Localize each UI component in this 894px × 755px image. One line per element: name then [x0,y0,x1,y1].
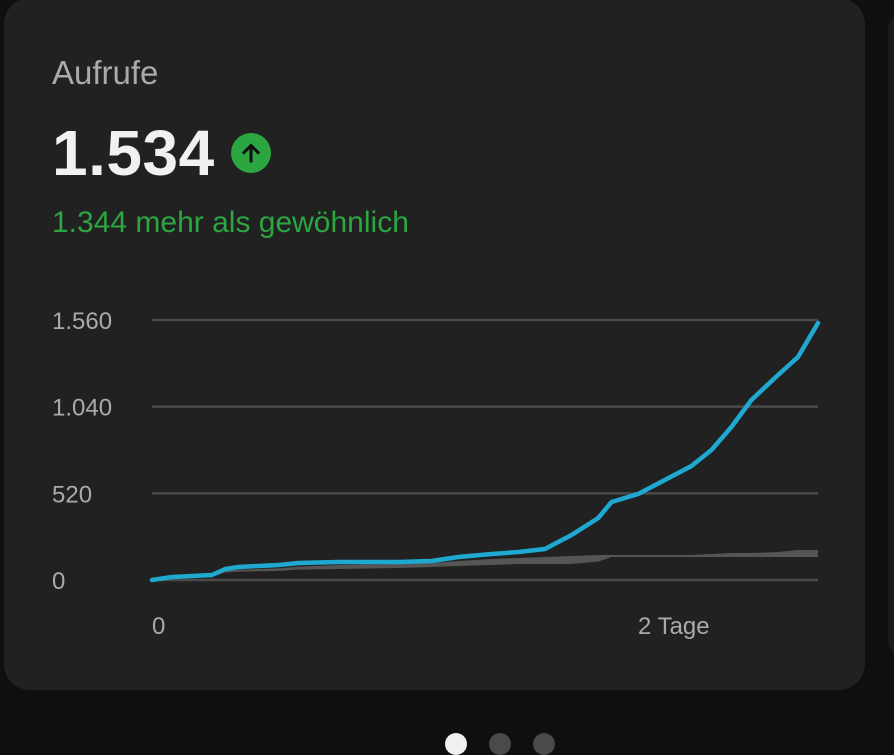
views-series-line [149,320,821,583]
page-dot-1[interactable] [445,733,467,755]
y-tick-label: 1.560 [52,308,112,335]
page-dot-3[interactable] [533,733,555,755]
card-title: Aufrufe [52,54,159,91]
arrow-up-circle-icon [230,133,271,173]
views-line-chart: 0 520 1.040 1.560 0 2 Tage [52,308,821,640]
next-card-peek[interactable] [888,10,894,660]
y-tick-label: 0 [52,568,65,595]
typical-range-band [152,550,818,580]
value-row: 1.534 [52,116,271,190]
page-dot-2[interactable] [489,733,511,755]
views-card[interactable]: Aufrufe 1.534 1.344 mehr als gewöhnlich [4,0,865,690]
y-tick-label: 1.040 [52,395,112,422]
y-tick-label: 520 [52,481,92,508]
x-tick-label: 2 Tage [638,613,710,640]
pagination-dots [445,733,555,755]
comparison-text: 1.344 mehr als gewöhnlich [52,206,409,239]
x-tick-label: 0 [152,613,165,640]
views-value: 1.534 [52,117,215,189]
